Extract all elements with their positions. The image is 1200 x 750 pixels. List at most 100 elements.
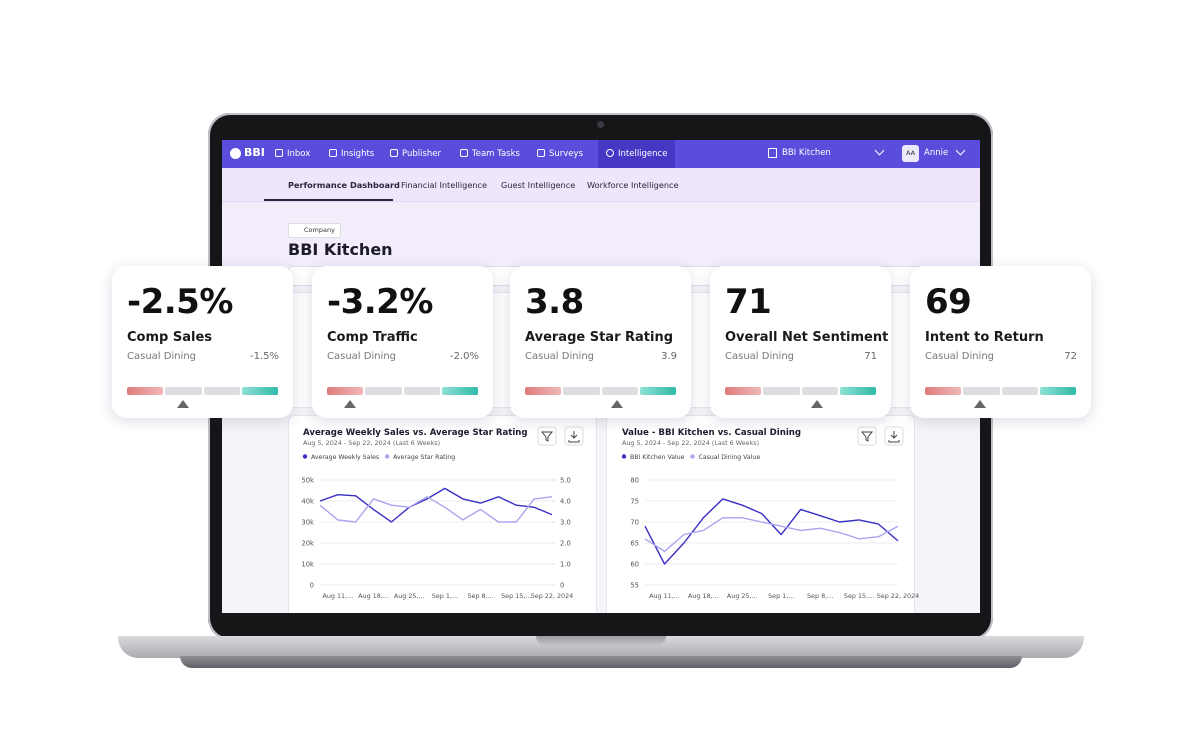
series-line	[319, 496, 553, 523]
x-tick-label: Aug 25,...	[727, 592, 758, 600]
kpi-value: -2.5%	[127, 282, 233, 322]
kpi-label: Comp Traffic	[327, 330, 418, 345]
user-name[interactable]: Annie	[924, 148, 949, 158]
kpi-card: 69 Intent to Return Casual Dining 72	[910, 266, 1091, 418]
y-tick-label: 75	[630, 498, 639, 506]
x-tick-label: Sep 1,...	[432, 592, 458, 600]
gauge-segment	[365, 387, 402, 395]
chart-panel	[606, 415, 915, 613]
legend-label: Casual Dining Value	[699, 454, 761, 461]
legend-marker	[302, 454, 308, 459]
location-selector[interactable]: BBI Kitchen	[782, 148, 831, 158]
gauge-segment	[127, 387, 164, 395]
kpi-benchmark: -1.5%	[249, 351, 279, 362]
legend-label: Average Star Rating	[393, 454, 455, 461]
gauge-segment	[839, 387, 876, 395]
kpi-card: 3.8 Average Star Rating Casual Dining 3.9	[510, 266, 691, 418]
nav-item[interactable]: Publisher	[388, 140, 441, 168]
kpi-gauge	[525, 387, 676, 395]
kpi-benchmark: 71	[864, 351, 877, 362]
x-tick-label: Aug 11,...	[649, 592, 680, 600]
x-tick-label: Aug 11,...	[322, 592, 353, 600]
gauge-marker	[974, 400, 986, 408]
y-tick-label: 40k	[301, 498, 314, 506]
y-tick-label: 10k	[301, 561, 314, 569]
brand[interactable]: BBI	[244, 146, 265, 159]
x-tick-label: Sep 8,...	[807, 592, 833, 600]
series-line	[644, 498, 899, 565]
y2-tick-label: 2.0	[560, 540, 571, 548]
laptop-base-bottom	[180, 656, 1022, 668]
gauge-segment	[403, 387, 440, 395]
gauge-segment	[441, 387, 478, 395]
laptop-base	[118, 636, 1084, 658]
kpi-card: -2.5% Comp Sales Casual Dining -1.5%	[112, 266, 293, 418]
kpi-value: -3.2%	[327, 282, 433, 322]
kpi-benchmark: 3.9	[661, 351, 677, 362]
page-header	[222, 202, 980, 266]
kpi-benchmark: 72	[1064, 351, 1077, 362]
y-tick-label: 80	[630, 477, 639, 485]
nav-item[interactable]: Intelligence	[598, 140, 676, 168]
gauge-marker	[811, 400, 823, 408]
nav-item[interactable]: Team Tasks	[458, 140, 520, 168]
laptop-notch	[536, 636, 666, 646]
y2-tick-label: 1.0	[560, 561, 571, 569]
kpi-gauge	[725, 387, 876, 395]
gauge-marker	[344, 400, 356, 408]
nav-item[interactable]: Surveys	[535, 140, 583, 168]
gauge-segment	[241, 387, 278, 395]
tab[interactable]: Financial Intelligence	[401, 180, 488, 190]
chart-title: Value - BBI Kitchen vs. Casual Dining	[622, 428, 801, 438]
nav-item[interactable]: Inbox	[273, 140, 310, 168]
x-tick-label: Aug 18,...	[358, 592, 389, 600]
kpi-benchmark-label: Casual Dining	[327, 351, 397, 362]
kpi-value: 69	[925, 282, 972, 322]
x-tick-label: Sep 22, 2024	[877, 592, 920, 600]
gauge-marker	[177, 400, 189, 408]
download-button[interactable]	[884, 426, 904, 446]
page-title: BBI Kitchen	[288, 240, 393, 259]
y-tick-label: 70	[630, 519, 639, 527]
tab-bar	[222, 168, 980, 202]
y-tick-label: 55	[630, 582, 639, 590]
company-badge: Company	[288, 223, 341, 238]
tab[interactable]: Performance Dashboard	[288, 180, 400, 190]
kpi-benchmark-label: Casual Dining	[127, 351, 197, 362]
kpi-card: 71 Overall Net Sentiment Casual Dining 71	[710, 266, 891, 418]
chart-title: Average Weekly Sales vs. Average Star Ra…	[303, 428, 528, 438]
gauge-segment	[1001, 387, 1038, 395]
filter-button[interactable]	[857, 426, 877, 446]
kpi-label: Overall Net Sentiment	[725, 330, 889, 345]
tab[interactable]: Workforce Intelligence	[587, 180, 679, 190]
user-avatar[interactable]: AA	[902, 145, 919, 162]
y-tick-label: 50k	[301, 477, 314, 485]
gauge-segment	[525, 387, 562, 395]
nav-bar: BBI BBI Kitchen AA Annie Inbox Insights Pu…	[222, 140, 980, 168]
chart-panel	[288, 415, 597, 613]
kpi-gauge	[925, 387, 1076, 395]
kpi-card: -3.2% Comp Traffic Casual Dining -2.0%	[312, 266, 493, 418]
gauge-segment	[925, 387, 962, 395]
y2-tick-label: 5.0	[560, 477, 571, 485]
gauge-segment	[327, 387, 364, 395]
y-tick-label: 0	[310, 582, 314, 590]
legend-marker	[621, 454, 627, 459]
legend-label: BBI Kitchen Value	[630, 454, 685, 461]
chart-subtitle: Aug 5, 2024 - Sep 22, 2024 (Last 6 Weeks…	[622, 439, 759, 447]
x-tick-label: Sep 15,...	[844, 592, 874, 600]
nav-item[interactable]: Insights	[327, 140, 374, 168]
brand-logo	[230, 148, 241, 159]
filter-button[interactable]	[537, 426, 557, 446]
kpi-benchmark: -2.0%	[449, 351, 479, 362]
download-button[interactable]	[564, 426, 584, 446]
gauge-segment	[203, 387, 240, 395]
x-tick-label: Sep 22, 2024	[531, 592, 574, 600]
gauge-segment	[725, 387, 762, 395]
kpi-label: Comp Sales	[127, 330, 212, 345]
series-line	[319, 487, 553, 523]
tab[interactable]: Guest Intelligence	[501, 180, 576, 190]
y-tick-label: 20k	[301, 540, 314, 548]
